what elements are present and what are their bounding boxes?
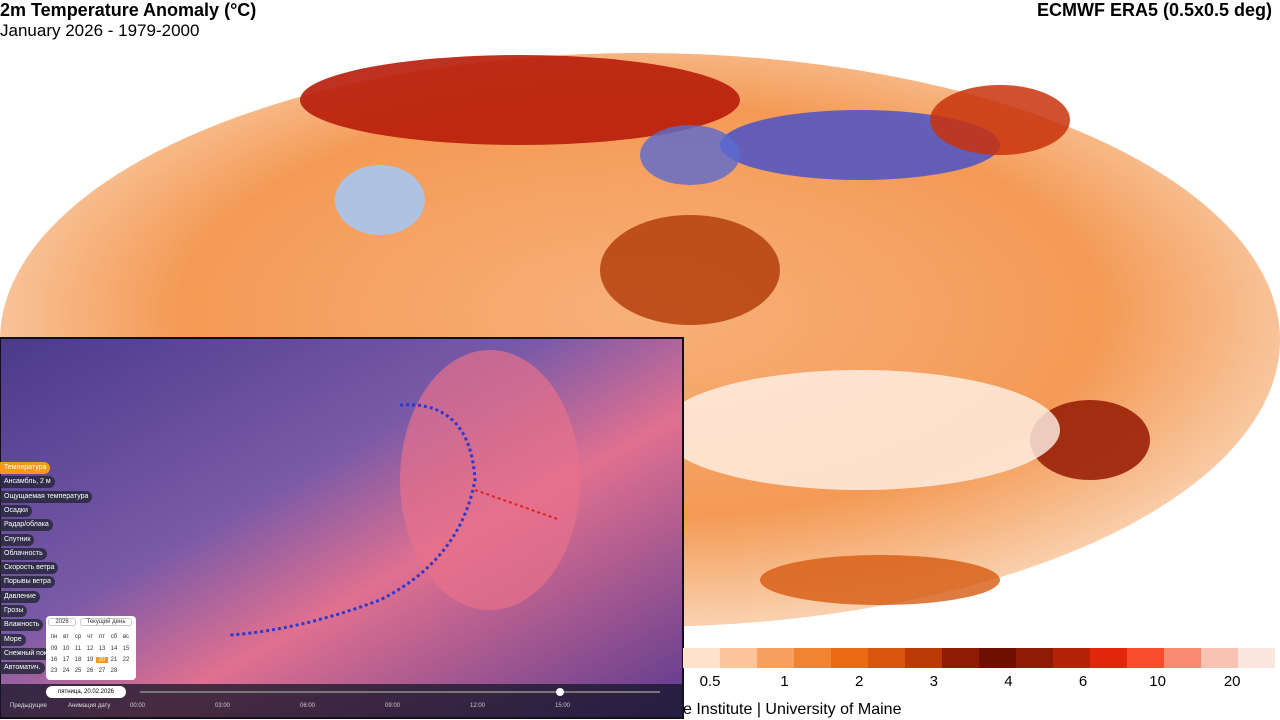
day[interactable]: 25 bbox=[74, 668, 82, 674]
day[interactable]: 22 bbox=[122, 657, 130, 663]
date-button[interactable]: пятница, 20.02.2026 bbox=[46, 686, 126, 698]
colorbar-label: 2 bbox=[855, 673, 863, 690]
menu-item[interactable]: Температура bbox=[0, 462, 51, 474]
menu-item[interactable]: Спутник bbox=[0, 533, 35, 546]
colorbar-label: 10 bbox=[1149, 673, 1166, 690]
day[interactable]: 24 bbox=[62, 668, 70, 674]
colorbar-label: 20 bbox=[1224, 673, 1241, 690]
year-select[interactable]: 2026 bbox=[48, 618, 76, 626]
menu-item[interactable]: Радар/облака bbox=[0, 519, 53, 532]
anomaly-region bbox=[300, 55, 740, 145]
colorbar-label: 6 bbox=[1079, 673, 1087, 690]
day[interactable]: 19 bbox=[86, 657, 94, 663]
menu-item[interactable]: Грозы bbox=[0, 605, 28, 617]
menu-item[interactable]: Осадки bbox=[0, 504, 32, 517]
colorbar-bin bbox=[683, 648, 720, 668]
menu-item[interactable]: Давление bbox=[0, 590, 40, 603]
timeline-handle[interactable] bbox=[556, 688, 564, 696]
menu-item[interactable]: Автоматич. bbox=[0, 662, 45, 675]
time-label: 15:00 bbox=[555, 703, 571, 709]
calendar: 2026 Текущий день пн вт ср чт пт сб вс 09 10 11 12 13… bbox=[46, 616, 136, 680]
day[interactable]: 21 bbox=[110, 657, 118, 663]
weekday: вт bbox=[63, 634, 69, 640]
weekday: ср bbox=[74, 634, 82, 640]
control-button[interactable]: Предыдущие bbox=[10, 703, 47, 709]
menu-item[interactable]: Ансамбль, 2 м bbox=[0, 476, 55, 489]
weekday: вс bbox=[122, 634, 130, 640]
colorbar-label: 3 bbox=[930, 673, 938, 690]
colorbar-bin bbox=[1090, 648, 1127, 668]
colorbar-bin bbox=[868, 648, 905, 668]
day[interactable]: 14 bbox=[110, 646, 118, 652]
time-label: 06:00 bbox=[300, 703, 316, 709]
colorbar-bin bbox=[905, 648, 942, 668]
colorbar-bin bbox=[757, 648, 794, 668]
colorbar-bin bbox=[720, 648, 757, 668]
day[interactable]: 17 bbox=[62, 657, 70, 663]
colorbar-label: 1 bbox=[780, 673, 788, 690]
colorbar-bin bbox=[942, 648, 979, 668]
anomaly-region bbox=[660, 370, 1060, 490]
day[interactable]: 26 bbox=[86, 668, 94, 674]
anomaly-region bbox=[1030, 400, 1150, 480]
anomaly-region bbox=[640, 125, 740, 185]
menu-item[interactable]: Море bbox=[0, 633, 26, 646]
menu-item[interactable]: Порывы ветра bbox=[0, 576, 55, 589]
subtitle: January 2026 - 1979-2000 bbox=[0, 21, 199, 40]
title: 2m Temperature Anomaly (°C) bbox=[0, 0, 256, 20]
day[interactable]: 11 bbox=[74, 646, 82, 652]
day[interactable]: 23 bbox=[50, 668, 58, 674]
weekday: чт bbox=[87, 634, 93, 640]
colorbar-label: 0.5 bbox=[700, 673, 721, 690]
weekday: пн bbox=[50, 634, 58, 640]
day[interactable]: 27 bbox=[98, 668, 106, 674]
credit: e Institute | University of Maine bbox=[683, 701, 902, 718]
colorbar-bin bbox=[979, 648, 1016, 668]
day[interactable]: 20 bbox=[96, 657, 108, 663]
colorbar-label: 4 bbox=[1004, 673, 1012, 690]
time-label: 12:00 bbox=[470, 703, 486, 709]
colorbar-bin bbox=[1238, 648, 1275, 668]
menu-item[interactable]: Влажность bbox=[0, 619, 44, 632]
colorbar-bin bbox=[1201, 648, 1238, 668]
time-label: 03:00 bbox=[215, 703, 231, 709]
time-label: 09:00 bbox=[385, 703, 401, 709]
weekday: пт bbox=[99, 634, 105, 640]
menu-item[interactable]: Скорость ветра bbox=[0, 562, 59, 575]
menu-item[interactable]: Ощущаемая температура bbox=[0, 490, 93, 503]
day[interactable]: 28 bbox=[110, 668, 118, 674]
day[interactable]: 13 bbox=[98, 646, 106, 652]
colorbar-bin bbox=[1016, 648, 1053, 668]
time-label: 00:00 bbox=[130, 703, 146, 709]
mode-select[interactable]: Текущий день bbox=[80, 618, 132, 626]
anomaly-region bbox=[600, 215, 780, 325]
anomaly-region bbox=[720, 110, 1000, 180]
day[interactable]: 18 bbox=[74, 657, 82, 663]
front-line bbox=[229, 403, 477, 637]
colorbar-bin bbox=[1164, 648, 1201, 668]
anomaly-region bbox=[335, 165, 425, 235]
inset-region bbox=[400, 350, 580, 610]
day[interactable]: 09 bbox=[50, 646, 58, 652]
colorbar: 0.5 1 2 3 4 6 10 20 bbox=[683, 648, 1275, 690]
day[interactable]: 16 bbox=[50, 657, 58, 663]
day[interactable]: 15 bbox=[122, 646, 130, 652]
weekday: сб bbox=[110, 634, 118, 640]
day[interactable]: 10 bbox=[62, 646, 70, 652]
colorbar-bin bbox=[831, 648, 868, 668]
anomaly-region bbox=[930, 85, 1070, 155]
dataset: ECMWF ERA5 (0.5x0.5 deg) bbox=[1037, 0, 1272, 20]
anomaly-region bbox=[760, 555, 1000, 605]
control-button[interactable]: Анимация дату bbox=[68, 703, 111, 709]
menu-item[interactable]: Облачность bbox=[0, 547, 47, 560]
colorbar-bin bbox=[1053, 648, 1090, 668]
colorbar-bin bbox=[794, 648, 831, 668]
colorbar-bin bbox=[1127, 648, 1164, 668]
day[interactable]: 12 bbox=[86, 646, 94, 652]
